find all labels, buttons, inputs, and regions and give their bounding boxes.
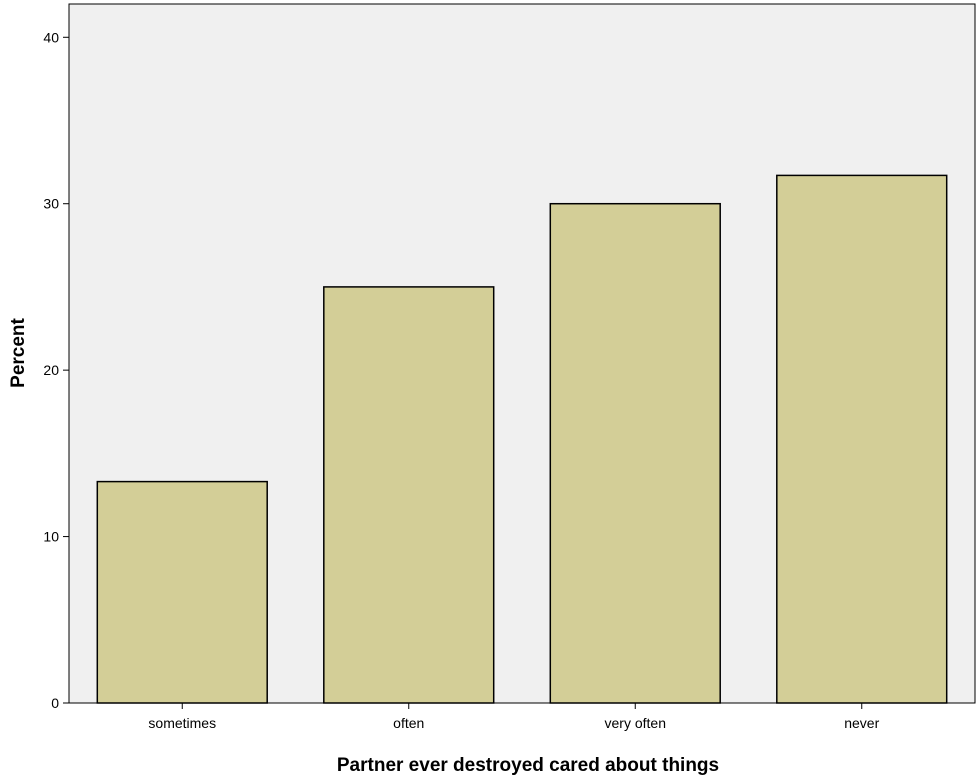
y-tick-label: 10: [43, 529, 59, 545]
x-axis-title: Partner ever destroyed cared about thing…: [337, 755, 719, 776]
x-tick-label: sometimes: [148, 715, 216, 731]
y-tick-label: 30: [43, 196, 59, 212]
bar-often: [323, 286, 495, 704]
x-tick-label: often: [393, 715, 424, 731]
y-axis-title: Percent: [8, 317, 29, 387]
y-axis: 0 10 20 30 40: [43, 29, 69, 711]
y-tick-label: 40: [43, 29, 59, 45]
bar-very-often: [549, 202, 721, 704]
bar-group: [96, 174, 948, 704]
x-tick-label: never: [844, 715, 879, 731]
x-tick-label: very often: [605, 715, 666, 731]
x-axis: sometimes often very often never: [148, 703, 880, 731]
bar-sometimes: [96, 480, 268, 704]
y-tick-label: 0: [51, 695, 59, 711]
bar-never: [776, 174, 948, 704]
y-tick-label: 20: [43, 362, 59, 378]
